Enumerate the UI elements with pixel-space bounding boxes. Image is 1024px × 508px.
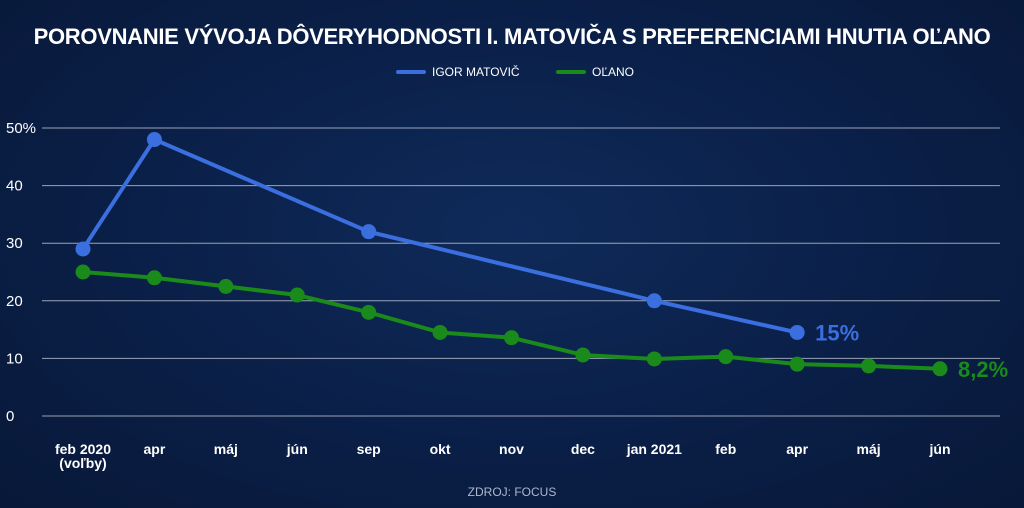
data-point	[432, 324, 448, 340]
data-point	[504, 330, 519, 346]
data-point	[218, 278, 234, 294]
x-tick-label: apr	[786, 441, 808, 457]
series-line	[81, 137, 800, 335]
data-point	[646, 293, 662, 309]
data-point	[361, 224, 377, 240]
x-tick-label: máj	[857, 441, 881, 457]
x-tick-label: apr	[144, 441, 166, 457]
data-point	[789, 356, 805, 372]
y-tick-label: 10	[6, 350, 23, 367]
x-tick-label: feb	[715, 441, 736, 457]
y-tick-label: 0	[6, 408, 14, 425]
series-end-label: 8,2%	[958, 357, 1008, 382]
x-axis-ticks: feb 2020 (voľby) apr máj jún sep okt nov dec jan …	[55, 441, 951, 471]
legend-label-matovic: IGOR MATOVIČ	[432, 64, 520, 79]
x-tick-label: jún	[929, 441, 951, 457]
data-point	[361, 304, 377, 320]
data-point	[146, 132, 162, 148]
data-point	[575, 347, 591, 363]
x-tick-label: jan 2021	[626, 441, 682, 457]
data-point	[75, 264, 91, 280]
chart-title: POROVNANIE VÝVOJA DÔVERYHODNOSTI I. MATO…	[34, 24, 991, 49]
grid	[42, 127, 1000, 417]
series-end-label: 15%	[815, 320, 859, 345]
y-tick-label: 50%	[6, 120, 36, 137]
x-tick-label: okt	[430, 441, 451, 457]
legend-label-olano: OĽANO	[592, 65, 634, 79]
y-tick-label: 30	[6, 235, 23, 252]
data-point	[146, 270, 162, 286]
y-axis-ticks: 0 10 20 30 40 50%	[6, 120, 36, 425]
data-point	[75, 241, 91, 257]
series: 15% 8,2%	[75, 132, 1008, 382]
y-tick-label: 40	[6, 178, 23, 195]
data-point	[789, 324, 805, 340]
x-tick-label: dec	[571, 441, 595, 457]
legend: IGOR MATOVIČ OĽANO	[396, 64, 634, 79]
x-tick-label: feb 2020 (voľby)	[55, 441, 111, 471]
x-tick-label: nov	[499, 441, 524, 457]
data-point	[861, 358, 877, 374]
x-tick-label: jún	[286, 441, 308, 457]
data-point	[646, 351, 662, 367]
x-tick-label: máj	[214, 441, 238, 457]
data-point	[932, 361, 948, 377]
data-point	[289, 287, 305, 303]
x-tick-label: sep	[357, 441, 381, 457]
series-line	[81, 270, 942, 371]
source-label: ZDROJ: FOCUS	[468, 485, 557, 499]
y-tick-label: 20	[6, 293, 23, 310]
data-point	[718, 349, 734, 365]
